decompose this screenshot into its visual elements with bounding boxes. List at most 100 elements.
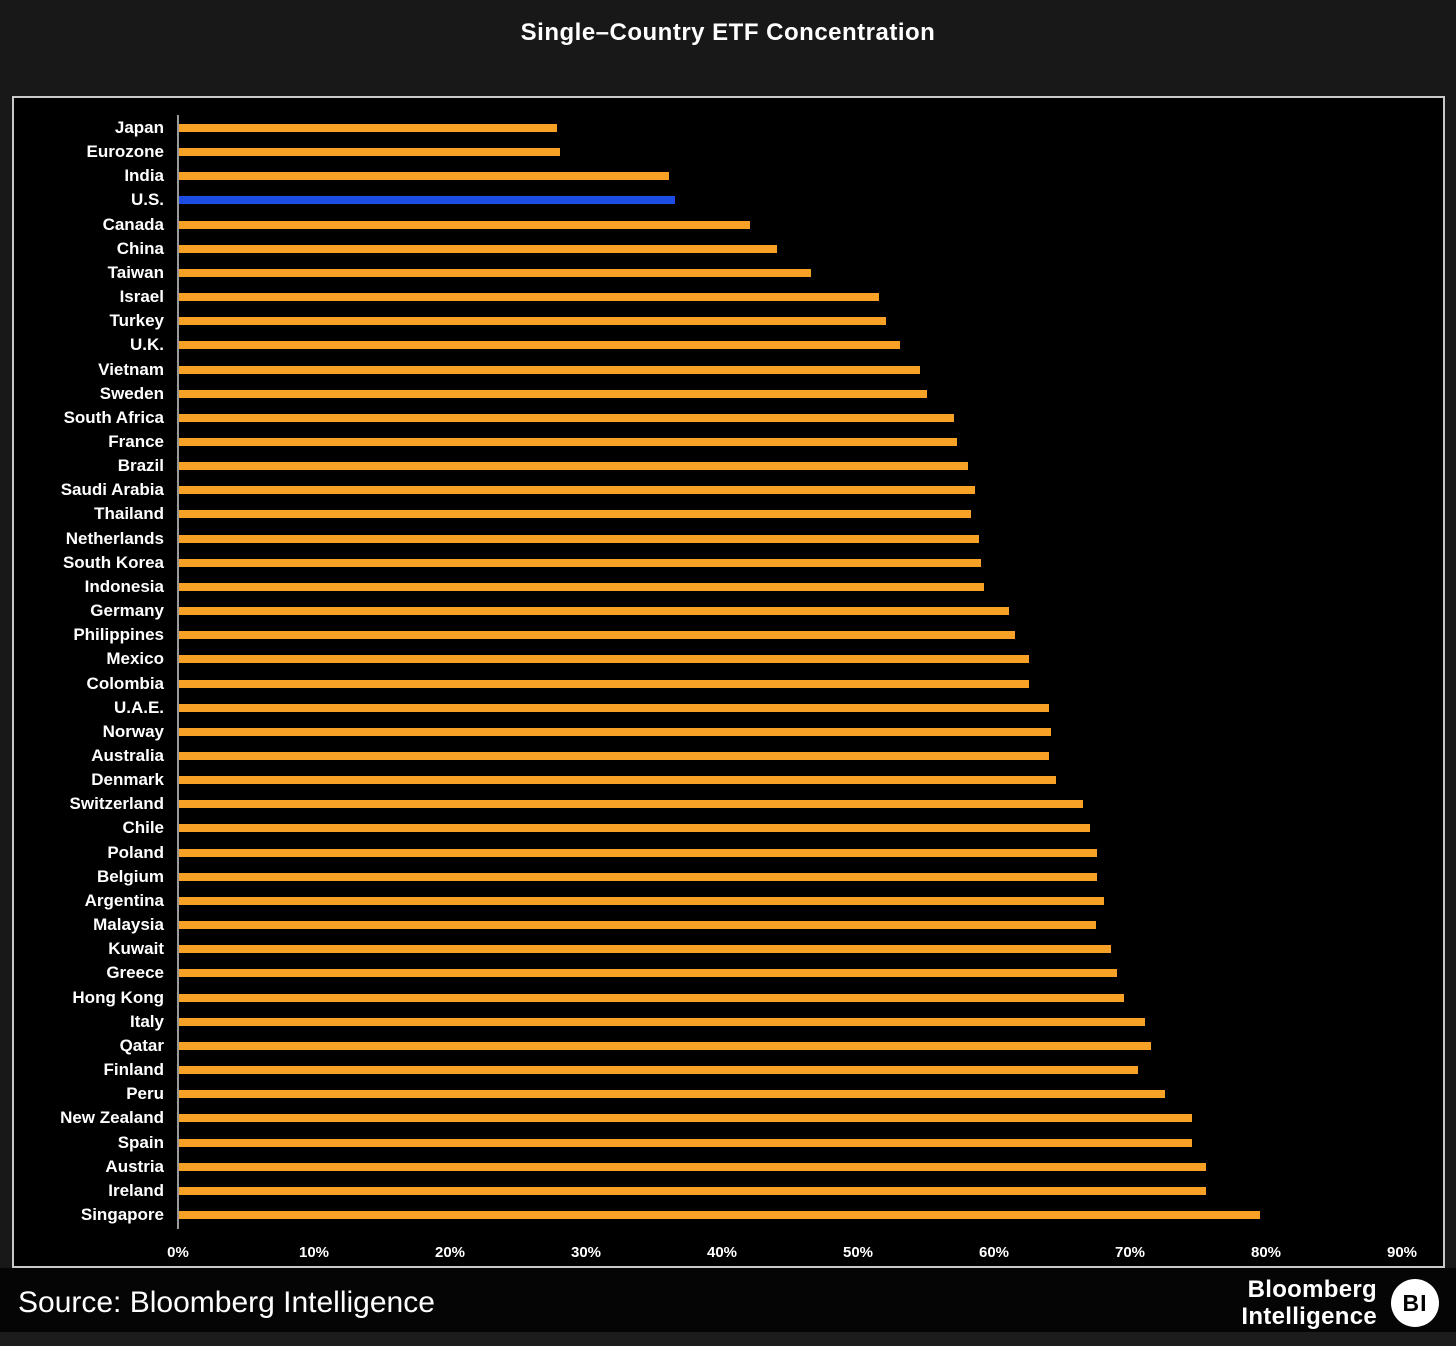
category-label: France — [108, 432, 164, 451]
bar-row: Mexico — [14, 647, 1443, 671]
bar — [179, 124, 558, 132]
category-label: Netherlands — [65, 528, 164, 548]
bar-row: Argentina — [14, 889, 1443, 913]
category-label: Malaysia — [93, 915, 164, 935]
source-text: Source: Bloomberg Intelligence — [18, 1286, 435, 1319]
bar — [179, 558, 982, 567]
bar-row: Thailand — [14, 502, 1443, 526]
x-tick-label: 60% — [978, 1244, 1010, 1261]
category-label: New Zealand — [60, 1108, 164, 1128]
category-label: Germany — [90, 601, 164, 621]
bar-row: Belgium — [14, 865, 1443, 889]
bar-row: Taiwan — [14, 261, 1443, 285]
bar — [179, 1041, 1152, 1050]
bar-row: Greece — [14, 961, 1443, 985]
bar — [179, 1090, 1165, 1099]
bar-row: Finland — [14, 1058, 1443, 1082]
bar — [179, 438, 957, 446]
category-label: Poland — [107, 842, 164, 862]
x-tick-label: 50% — [842, 1244, 874, 1261]
bar — [179, 1210, 1261, 1219]
chart-panel: Japan Eurozone India U.S. Canada China Taiwan I… — [12, 96, 1445, 1268]
bar — [179, 945, 1111, 954]
category-label: Hong Kong — [72, 987, 164, 1007]
bar-row: Brazil — [14, 454, 1443, 478]
category-label: U.A.E. — [113, 697, 164, 717]
bar-row: Canada — [14, 213, 1443, 237]
bar — [179, 389, 927, 398]
category-label: Belgium — [96, 866, 164, 886]
category-label: Japan — [114, 118, 164, 137]
bar-row: Singapore — [14, 1203, 1443, 1227]
bar-row: New Zealand — [14, 1106, 1443, 1130]
bar — [179, 824, 1091, 833]
category-label: Greece — [106, 963, 164, 983]
category-label: Canada — [102, 214, 164, 234]
category-label: Philippines — [73, 625, 164, 645]
category-label: India — [124, 166, 164, 186]
bar — [179, 848, 1097, 857]
x-tick-label: 70% — [1114, 1244, 1146, 1261]
bar-row: Peru — [14, 1082, 1443, 1106]
bar — [179, 703, 1050, 712]
bar — [179, 655, 1029, 664]
bar-row: Philippines — [14, 623, 1443, 647]
bar-row: China — [14, 237, 1443, 261]
category-label: Vietnam — [98, 359, 164, 379]
bar — [179, 896, 1104, 905]
footer: Source: Bloomberg Intelligence Bloomberg… — [0, 1268, 1456, 1332]
bar-row: Eurozone — [14, 140, 1443, 164]
bar-row: U.S. — [14, 188, 1443, 212]
x-tick-label: 40% — [706, 1244, 738, 1261]
bar — [179, 220, 751, 229]
category-label: Sweden — [99, 383, 164, 403]
bar-row: India — [14, 164, 1443, 188]
bar — [179, 244, 778, 253]
bloomberg-intelligence-logo: Bloomberg Intelligence BI — [1241, 1276, 1439, 1330]
bi-badge-icon: BI — [1391, 1279, 1439, 1327]
chart-title: Single–Country ETF Concentration — [520, 19, 936, 46]
category-label: Brazil — [117, 456, 164, 476]
bar-row: Vietnam — [14, 358, 1443, 382]
bar-row: Kuwait — [14, 937, 1443, 961]
category-label: Thailand — [94, 504, 164, 524]
bar-row: Switzerland — [14, 792, 1443, 816]
bar-row: Turkey — [14, 309, 1443, 333]
bar — [179, 800, 1084, 809]
bar-row: Israel — [14, 285, 1443, 309]
bar — [179, 172, 669, 181]
bar-row: Norway — [14, 720, 1443, 744]
bar-row: Australia — [14, 744, 1443, 768]
chart-header: Single–Country ETF Concentration — [0, 0, 1456, 96]
y-axis-line — [177, 115, 179, 1229]
bar-row: Saudi Arabia — [14, 478, 1443, 502]
x-tick-label: 80% — [1250, 1244, 1282, 1261]
bar — [179, 582, 985, 591]
category-label: Argentina — [84, 890, 164, 910]
bar — [179, 413, 955, 422]
category-label: Denmark — [91, 770, 164, 790]
bar-row: Germany — [14, 599, 1443, 623]
bar — [179, 148, 560, 157]
brand-line1: Bloomberg — [1247, 1276, 1377, 1303]
category-label: South Korea — [62, 552, 164, 572]
bar — [179, 607, 1009, 616]
bar — [179, 631, 1016, 640]
bar-row: Netherlands — [14, 527, 1443, 551]
category-label: Qatar — [119, 1035, 164, 1055]
bar-row: Denmark — [14, 768, 1443, 792]
category-label: Australia — [91, 746, 164, 766]
bar — [179, 752, 1050, 761]
category-label: Taiwan — [107, 262, 164, 282]
bar — [179, 341, 900, 350]
bar-row: Austria — [14, 1155, 1443, 1179]
category-label: Israel — [119, 287, 164, 307]
bar-row: Chile — [14, 816, 1443, 840]
bar — [179, 1186, 1206, 1195]
bar — [179, 727, 1051, 736]
bar — [179, 510, 971, 519]
category-label: Peru — [126, 1084, 164, 1104]
category-label: South Africa — [63, 407, 164, 427]
bar — [179, 776, 1057, 785]
category-label: Eurozone — [86, 142, 164, 162]
